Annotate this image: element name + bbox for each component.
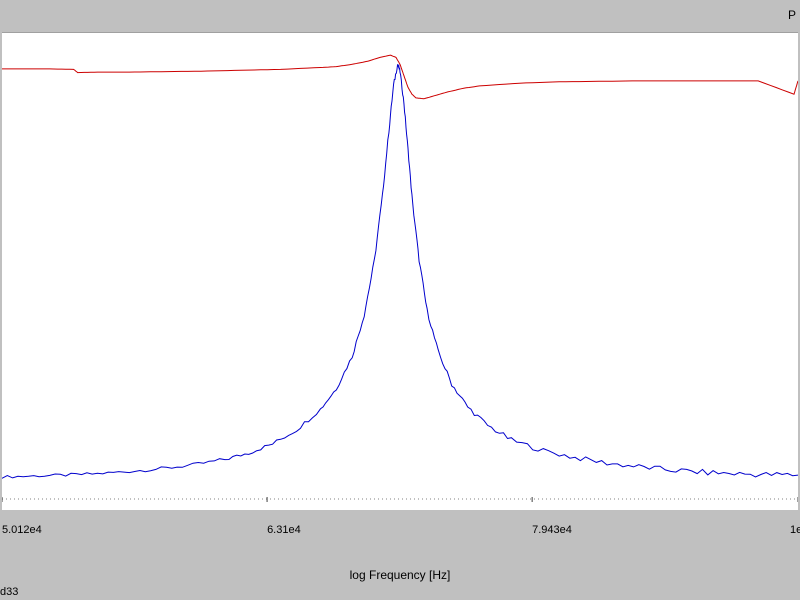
- x-tick: 5.012e4: [2, 524, 42, 536]
- plot-area: [2, 32, 798, 512]
- parameter-label: d33: [0, 586, 18, 598]
- x-tick: 1e: [790, 524, 800, 536]
- x-tick: 7.943e4: [532, 524, 572, 536]
- resonance-chart: [2, 33, 798, 511]
- title-bar: P: [0, 0, 800, 32]
- x-tick: 6.31e4: [267, 524, 301, 536]
- axis-bar: 5.012e4 6.31e4 7.943e4 1e log Frequency [Hz…: [0, 510, 800, 600]
- title-right-text: P: [788, 8, 796, 22]
- x-axis-label: log Frequency [Hz]: [0, 568, 800, 582]
